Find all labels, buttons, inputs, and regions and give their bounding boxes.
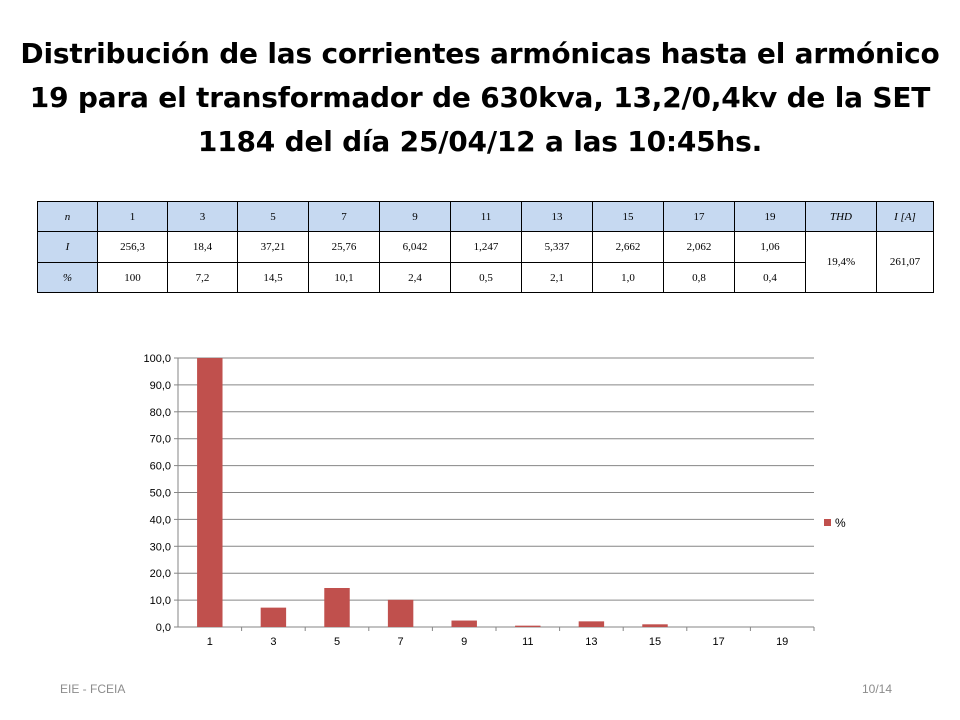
current-cell: 256,3 (97, 231, 168, 263)
x-tick-label: 13 (585, 636, 597, 648)
row-label-i: I (37, 231, 98, 263)
percent-cell: 100 (97, 262, 168, 293)
percent-cell: 10,1 (308, 262, 380, 293)
percent-cell: 0,8 (663, 262, 735, 293)
thd-value: 19,4% (805, 231, 877, 293)
x-tick-label: 1 (207, 636, 213, 648)
x-tick-label: 11 (522, 636, 533, 648)
order-cell: 7 (308, 201, 380, 232)
harmonics-chart: 0,0 10,0 20,0 30,0 40,0 50,0 60,0 70,0 80,0 90,0 1… (100, 340, 860, 670)
order-cell: 9 (379, 201, 451, 232)
order-cell: 19 (734, 201, 806, 232)
y-tick-label: 10,0 (150, 595, 171, 607)
percent-cell: 14,5 (237, 262, 309, 293)
y-tick-label: 60,0 (150, 461, 171, 473)
x-tick-label: 17 (712, 636, 724, 648)
harmonics-table: n 1 3 5 7 9 11 13 15 17 19 THD I [A] I 2… (37, 201, 934, 293)
y-tick-label: 0,0 (156, 622, 171, 634)
bar (642, 624, 668, 627)
header-irms: I [A] (876, 201, 934, 232)
percent-cell: 0,5 (450, 262, 522, 293)
bar (324, 587, 350, 627)
slide-title: Distribución de las corrientes armónicas… (20, 32, 940, 164)
y-tick-label: 50,0 (150, 488, 171, 500)
current-cell: 2,062 (663, 231, 735, 263)
order-cell: 5 (237, 201, 309, 232)
y-tick-label: 80,0 (150, 407, 171, 419)
bar (515, 625, 541, 627)
x-tick-label: 9 (461, 636, 467, 648)
y-tick-label: 20,0 (150, 568, 171, 580)
header-thd: THD (805, 201, 877, 232)
y-tick-label: 30,0 (150, 541, 171, 553)
percent-cell: 0,4 (734, 262, 806, 293)
y-tick-label: 70,0 (150, 434, 171, 446)
bar (260, 607, 287, 627)
y-tick-label: 90,0 (150, 380, 171, 392)
percent-cell: 7,2 (167, 262, 238, 293)
current-cell: 5,337 (521, 231, 593, 263)
y-tick-label: 100,0 (143, 353, 171, 365)
x-tick-label: 7 (398, 636, 404, 648)
header-n: n (37, 201, 98, 232)
current-cell: 37,21 (237, 231, 309, 263)
current-cell: 1,06 (734, 231, 806, 263)
title-line-3: 1184 del día 25/04/12 a las 10:45hs. (197, 125, 763, 158)
order-cell: 1 (97, 201, 168, 232)
current-cell: 18,4 (167, 231, 238, 263)
x-tick-label: 15 (649, 636, 661, 648)
bar (451, 620, 477, 627)
title-line-1: Distribución de las corrientes armónicas… (20, 37, 940, 70)
percent-cell: 2,1 (521, 262, 593, 293)
bar (197, 358, 223, 627)
table-row-percent: % 100 7,2 14,5 10,1 2,4 0,5 2,1 1,0 0,8 … (37, 262, 934, 293)
x-tick-label: 19 (776, 636, 788, 648)
current-cell: 2,662 (592, 231, 664, 263)
table-row-current: I 256,3 18,4 37,21 25,76 6,042 1,247 5,3… (37, 231, 934, 293)
title-line-2: 19 para el transformador de 630kva, 13,2… (29, 81, 931, 114)
order-cell: 17 (663, 201, 735, 232)
order-cell: 13 (521, 201, 593, 232)
y-tick-label: 40,0 (150, 514, 171, 526)
current-cell: 1,247 (450, 231, 522, 263)
bar (387, 599, 414, 627)
table-row-orders: n 1 3 5 7 9 11 13 15 17 19 THD I [A] (37, 201, 934, 232)
legend-swatch (824, 519, 831, 526)
bar-chart-svg: 0,0 10,0 20,0 30,0 40,0 50,0 60,0 70,0 80,0 90,0 1… (143, 353, 846, 648)
order-cell: 3 (167, 201, 238, 232)
order-cell: 15 (592, 201, 664, 232)
x-tick-label: 5 (334, 636, 340, 648)
current-cell: 25,76 (308, 231, 380, 263)
percent-cell: 1,0 (592, 262, 664, 293)
order-cell: 11 (450, 201, 522, 232)
legend-label: % (835, 516, 846, 530)
x-tick-label: 3 (270, 636, 276, 648)
percent-cell: 2,4 (379, 262, 451, 293)
footer-institution: EIE - FCEIA (60, 682, 126, 696)
bar (578, 621, 605, 627)
footer-page-number: 10/14 (862, 682, 893, 696)
row-label-pct: % (37, 262, 98, 293)
current-cell: 6,042 (379, 231, 451, 263)
irms-value: 261,07 (876, 231, 934, 293)
